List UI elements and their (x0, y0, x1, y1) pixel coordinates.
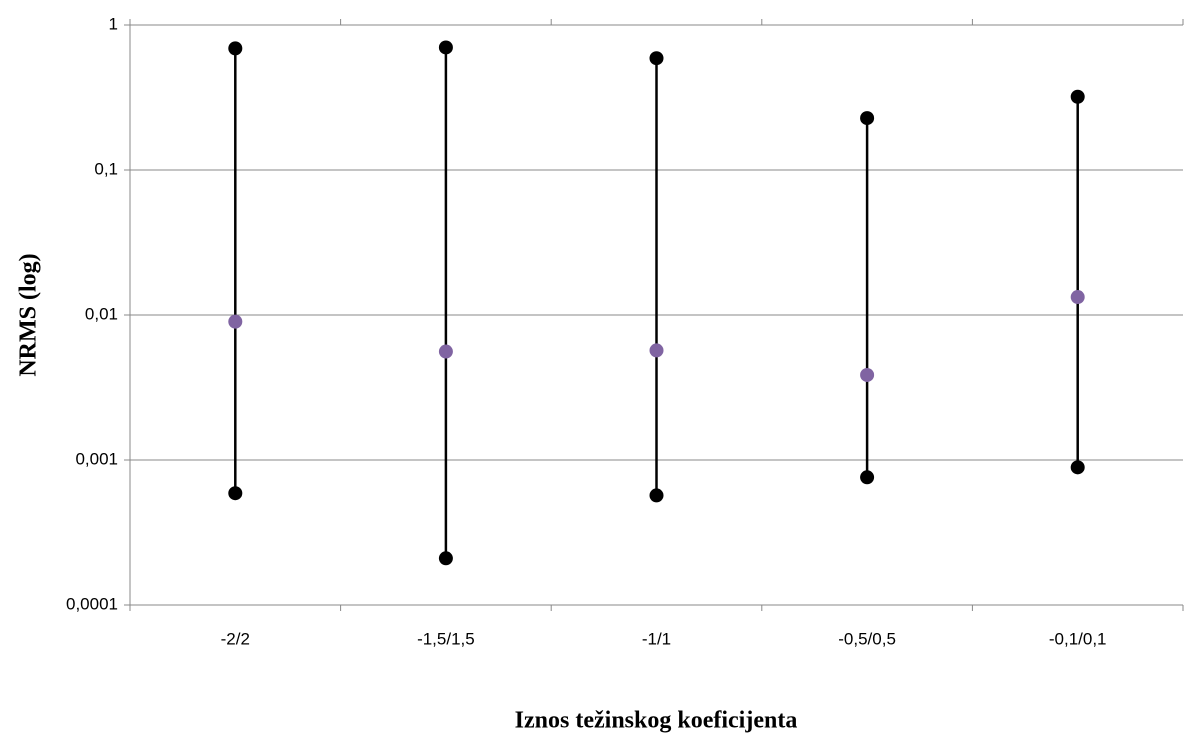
point (860, 367, 875, 382)
point (438, 40, 453, 55)
x-tick-label: -1/1 (642, 629, 671, 648)
point (649, 343, 664, 358)
x-tick-label: -1,5/1,5 (417, 629, 475, 648)
x-axis-title: Iznos težinskog koeficijenta (515, 708, 798, 734)
point (860, 111, 875, 126)
point (228, 314, 243, 329)
point (1070, 89, 1085, 104)
y-tick-label: 0,0001 (66, 594, 118, 613)
y-tick-label: 1 (109, 14, 118, 33)
point (438, 551, 453, 566)
x-tick-label: -2/2 (221, 629, 250, 648)
point (649, 488, 664, 503)
point (228, 486, 243, 501)
y-tick-label: 0,1 (94, 159, 118, 178)
y-axis-title: NRMS (log) (16, 253, 42, 376)
point (438, 344, 453, 359)
point (649, 51, 664, 66)
y-tick-label: 0,01 (85, 304, 118, 323)
y-tick-label: 0,001 (75, 449, 118, 468)
point (1070, 460, 1085, 475)
point (228, 41, 243, 56)
x-tick-label: -0,5/0,5 (838, 629, 896, 648)
x-tick-label: -0,1/0,1 (1049, 629, 1107, 648)
point (860, 470, 875, 485)
point (1070, 290, 1085, 305)
